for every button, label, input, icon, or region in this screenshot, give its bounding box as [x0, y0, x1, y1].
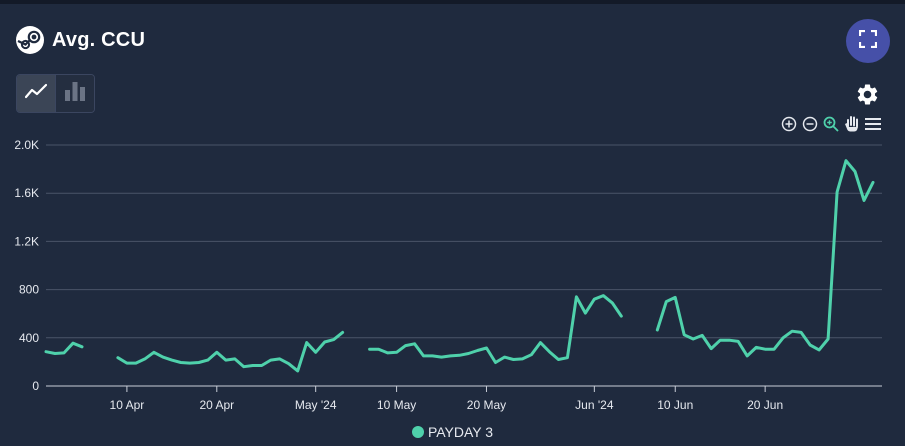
- menu-button[interactable]: [864, 117, 882, 135]
- line-chart-button[interactable]: [17, 75, 55, 112]
- x-tick-label: 20 Apr: [199, 398, 234, 412]
- zoom-out-icon: [802, 116, 818, 137]
- zoom-in-button[interactable]: [780, 116, 798, 137]
- y-tick-label: 2.0K: [14, 138, 39, 152]
- y-tick-label: 400: [19, 331, 39, 345]
- pan-button[interactable]: [843, 115, 861, 137]
- chart-legend: PAYDAY 3: [0, 424, 905, 440]
- zoom-in-icon: [781, 116, 797, 137]
- x-tick-label: 10 May: [377, 398, 416, 412]
- x-tick-label: Jun '24: [575, 398, 614, 412]
- x-tick-label: 20 Jun: [747, 398, 783, 412]
- steam-logo-icon: [16, 26, 44, 54]
- menu-icon: [865, 117, 881, 136]
- y-tick-label: 1.2K: [14, 234, 39, 248]
- ccu-line-chart: 0 400 800 1.2K 1.6K 2.0K 10 Apr 20 Apr May '24 10…: [14, 138, 882, 412]
- line-chart-icon: [24, 83, 48, 104]
- gear-icon: [855, 84, 880, 111]
- x-tick-label: 20 May: [467, 398, 506, 412]
- x-tick-label: 10 Jun: [657, 398, 693, 412]
- fullscreen-button[interactable]: [846, 19, 890, 63]
- x-tick-label: 10 Apr: [110, 398, 145, 412]
- chart-type-toggle: [16, 74, 95, 113]
- x-tick-label: May '24: [295, 398, 337, 412]
- y-tick-label: 800: [19, 283, 39, 297]
- top-edge-bar: [0, 0, 905, 4]
- y-tick-label: 1.6K: [14, 186, 39, 200]
- bar-chart-icon: [64, 81, 86, 106]
- chart-toolbar: [780, 115, 882, 137]
- legend-label[interactable]: PAYDAY 3: [427, 424, 494, 440]
- pan-hand-icon: [844, 115, 860, 137]
- zoom-select-button[interactable]: [822, 116, 840, 137]
- settings-button[interactable]: [855, 82, 880, 107]
- legend-marker[interactable]: [411, 426, 424, 438]
- zoom-select-icon: [823, 116, 839, 137]
- y-tick-label: 0: [32, 379, 39, 393]
- fullscreen-icon: [858, 29, 878, 53]
- chart-header: Avg. CCU: [16, 26, 145, 54]
- chart-title: Avg. CCU: [52, 28, 146, 51]
- series-line: [44, 159, 875, 373]
- zoom-out-button[interactable]: [801, 116, 819, 137]
- bar-chart-button[interactable]: [55, 75, 94, 112]
